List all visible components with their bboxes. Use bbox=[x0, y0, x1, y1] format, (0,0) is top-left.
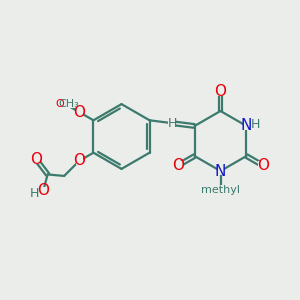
Bar bbox=[258, 161, 269, 170]
Text: O: O bbox=[37, 183, 49, 199]
Bar bbox=[217, 167, 224, 175]
Text: O: O bbox=[73, 154, 85, 169]
Text: H: H bbox=[251, 118, 260, 131]
Text: O: O bbox=[214, 84, 226, 99]
Text: O: O bbox=[30, 152, 42, 167]
Text: O: O bbox=[73, 104, 85, 119]
Bar bbox=[168, 119, 176, 127]
Bar bbox=[33, 155, 40, 164]
Text: H: H bbox=[29, 187, 39, 200]
Bar bbox=[215, 87, 226, 96]
Text: O: O bbox=[172, 158, 184, 173]
Text: H: H bbox=[167, 117, 177, 130]
Bar bbox=[54, 99, 76, 108]
Bar bbox=[243, 122, 250, 130]
Text: N: N bbox=[215, 164, 226, 178]
Text: N: N bbox=[241, 118, 252, 134]
Text: methyl: methyl bbox=[201, 184, 240, 195]
Bar bbox=[76, 108, 83, 116]
Bar bbox=[210, 185, 231, 194]
Text: O: O bbox=[55, 99, 64, 109]
Bar bbox=[172, 161, 183, 170]
Text: CH₃: CH₃ bbox=[58, 99, 79, 109]
Text: O: O bbox=[257, 158, 269, 173]
Bar bbox=[76, 157, 83, 165]
Bar bbox=[40, 187, 47, 195]
